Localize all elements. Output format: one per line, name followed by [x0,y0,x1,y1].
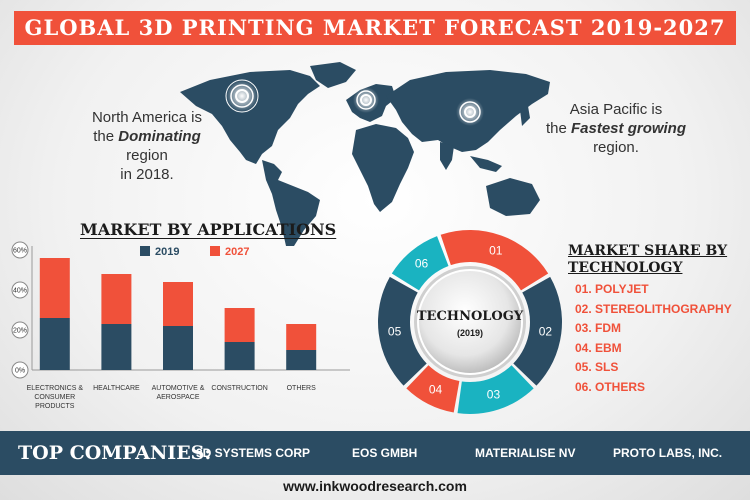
technology-donut-chart: 01 02 03 04 05 06 TECHNOLOGY (2019) [378,230,562,414]
donut-center-title: TECHNOLOGY [417,309,524,324]
asia-pacific-note: Asia Pacific is the Fastest growing regi… [545,101,687,156]
donut-center-sub: (2019) [457,328,483,338]
y-tick-label: 60% [13,248,27,255]
bar-2019 [101,324,132,370]
bar-2027 [286,324,317,350]
legend-item: 06. OTHERS [575,379,646,394]
bar-2019 [39,318,70,370]
slice-label: 03 [487,387,501,401]
x-tick-label: AEROSPACE [156,394,199,401]
legend-2019: 2019 [140,246,179,258]
legend-item: 03. FDM [575,321,622,335]
company-name: EOS GMBH [352,446,418,460]
legend-item: 02. STEREOLITHOGRAPHY [575,301,732,316]
donut-slice-06 [391,236,449,291]
company-name: MATERIALISE NV [475,446,576,460]
bar-2027 [101,274,132,324]
company-name: 3D SYSTEMS CORP [196,446,311,460]
legend-item: 01. POLYJET [575,282,649,296]
bar-2019 [163,326,193,370]
y-tick-label: 40% [13,288,27,295]
y-tick-label: 20% [13,328,27,335]
legend-item: 05. SLS [575,360,619,374]
x-tick-label: CONSUMER [34,394,75,401]
bar-2019 [224,342,255,370]
bar-2027 [224,308,255,342]
donut-slice-02 [513,276,562,386]
applications-bar-chart: 0% 20% 40% 60% ELECTRONICS & CONSUMER PRODUCTS… [11,241,350,410]
x-tick-label: ELECTRONICS & [27,385,84,392]
x-tick-label: CONSTRUCTION [211,385,267,392]
page-title: GLOBAL 3D PRINTING MARKET FORECAST 2019-… [14,11,736,45]
donut-slice-04 [406,365,460,413]
legend-swatch-2027 [210,246,220,256]
technology-legend: 01. POLYJET 02. STEREOLITHOGRAPHY 03. FD… [575,282,732,399]
slice-label: 06 [415,256,429,270]
y-tick-marker [11,361,29,379]
slice-label: 05 [388,325,402,339]
y-tick-marker [11,281,29,299]
x-tick-label: AUTOMOTIVE & [152,385,205,392]
slice-label: 02 [539,325,553,339]
world-map [180,62,550,246]
x-tick-label: PRODUCTS [35,403,75,410]
donut-center [417,269,523,375]
bar-2027 [163,282,193,326]
donut-slice-03 [457,365,534,414]
top-companies-bar: TOP COMPANIES: 3D SYSTEMS CORP EOS GMBH … [0,431,750,475]
top-companies-label: TOP COMPANIES: [18,442,212,464]
north-america-note: North America is the Dominating region i… [91,109,203,183]
donut-slice-01 [440,230,549,291]
website-url: www.inkwoodresearch.com [283,478,467,494]
y-tick-marker [11,321,29,339]
company-name: PROTO LABS, INC. [613,446,723,460]
y-tick-label: 0% [15,368,25,375]
legend-swatch-2019 [140,246,150,256]
slice-label: 04 [429,383,443,397]
bar-2019 [286,350,317,370]
technology-chart-title: MARKET SHARE BY TECHNOLOGY [568,243,728,276]
x-tick-label: OTHERS [287,385,317,392]
applications-chart-title: MARKET BY APPLICATIONS [80,220,337,239]
legend-2027: 2027 [210,246,249,258]
legend-item: 04. EBM [575,340,622,355]
y-tick-marker [11,241,29,259]
donut-slice-05 [378,276,427,386]
slice-label: 01 [489,243,503,257]
bar-2027 [39,258,70,318]
x-tick-label: HEALTHCARE [93,385,140,392]
